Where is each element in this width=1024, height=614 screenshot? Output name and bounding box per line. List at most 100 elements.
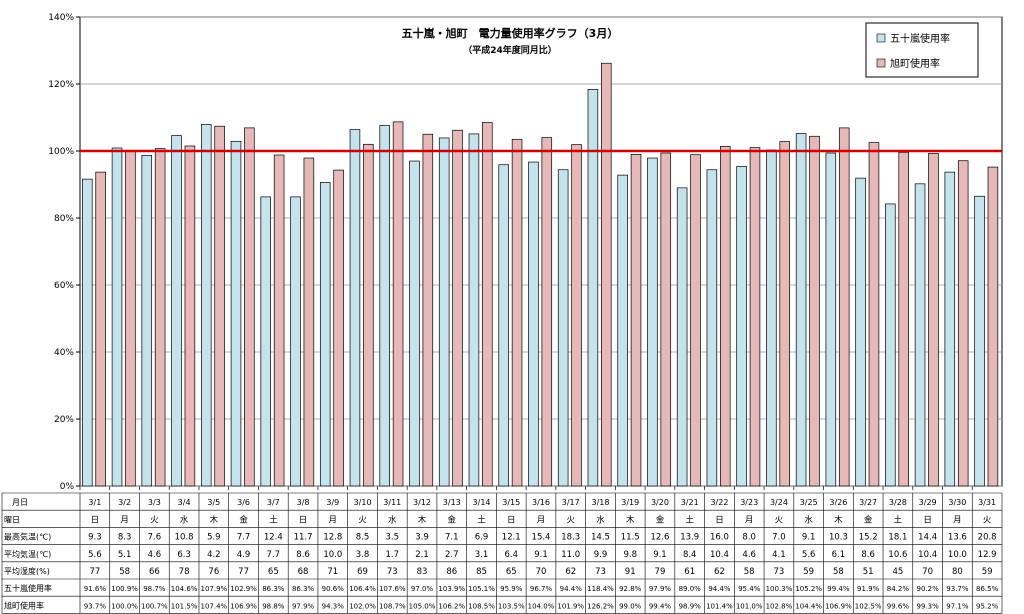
x-tick-label: 3/11 (383, 498, 401, 507)
table-cell: 80 (952, 567, 963, 577)
table-cell: 6.3 (177, 550, 191, 560)
bar-asahimachi (601, 62, 612, 487)
bar-asahimachi (154, 148, 166, 487)
x-tick-label: 3/27 (859, 498, 877, 507)
legend-swatch-2 (876, 58, 886, 68)
table-cell: 12.9 (978, 550, 997, 560)
table-cell: 97.1% (946, 602, 969, 610)
bar-asahimachi (333, 169, 344, 487)
bar-asahimachi (363, 143, 374, 487)
table-cell: 104.6% (171, 585, 198, 593)
table-cell: 106.2% (438, 602, 465, 610)
bar-igarashi (409, 160, 420, 487)
table-cell: 73 (774, 567, 785, 577)
table-cell: 91 (625, 567, 636, 577)
bar-asahimachi (184, 145, 196, 487)
bar-asahimachi (928, 152, 939, 487)
table-cell: 97.0% (411, 585, 434, 593)
table-cell: 木 (626, 514, 635, 525)
bar-igarashi (885, 203, 896, 487)
table-cell: 95.4% (738, 585, 761, 593)
bars (79, 62, 999, 490)
table-cell: 73 (595, 567, 606, 577)
table-cell: 土 (269, 514, 278, 525)
table-cell: 6.4 (504, 550, 518, 560)
bar-asahimachi (630, 154, 642, 487)
bar-asahimachi (660, 152, 672, 487)
table-cell: 5.6 (802, 550, 816, 560)
bar-igarashi (230, 140, 242, 487)
table-cell: 94.4% (560, 585, 583, 593)
bar-igarashi (498, 164, 509, 487)
table-cell: 90.2% (917, 585, 940, 593)
chart-subtitle: （平成24年度同月比） (463, 44, 557, 56)
table-cell: 金 (656, 514, 665, 525)
table-cell: 97.9% (649, 585, 672, 593)
x-tick-label: 3/2 (118, 498, 131, 507)
table-cell: 金 (448, 514, 457, 525)
bar-igarashi (974, 195, 985, 487)
bar-igarashi (914, 183, 926, 487)
bar-asahimachi (868, 142, 880, 487)
x-tick-label: 3/31 (978, 498, 996, 507)
bar-igarashi (766, 149, 777, 487)
bar-igarashi (349, 129, 361, 487)
table-cell: 104.0% (528, 602, 555, 610)
x-tick-label: 3/28 (889, 498, 907, 507)
bar-asahimachi (303, 157, 315, 487)
table-cell: 101.0% (736, 602, 763, 610)
table-cell: 105.1% (468, 585, 495, 593)
table-cell: 58 (744, 567, 755, 577)
table-cell: 62 (565, 567, 576, 577)
table-cell: 108.7% (379, 602, 406, 610)
table-cell: 8.4 (683, 550, 697, 560)
table-cell: 90.6% (322, 585, 345, 593)
x-tick-label: 3/12 (413, 498, 431, 507)
table-cell: 15.2 (859, 533, 878, 543)
table-cell: 95.2% (976, 602, 999, 610)
table-cell: 65 (268, 567, 279, 577)
table-cell: 11.7 (294, 533, 313, 543)
table-row-label: 最高気温(℃) (4, 532, 51, 542)
table-cell: 5.9 (207, 533, 221, 543)
table-cell: 8.5 (356, 533, 370, 543)
table-cell: 86.3% (292, 585, 315, 593)
table-cell: 4.9 (237, 550, 251, 560)
table-cell: 118.4% (587, 585, 614, 593)
table-cell: 94.4% (708, 585, 731, 593)
bar-igarashi (82, 178, 93, 487)
table-cell: 土 (685, 514, 694, 525)
table-cell: 10.8 (175, 533, 194, 543)
table-cell: 木 (418, 514, 427, 525)
bar-asahimachi (987, 166, 999, 487)
table-cell: 9.1 (653, 550, 667, 560)
x-tick-label: 3/19 (621, 498, 639, 507)
bar-igarashi (557, 169, 569, 487)
y-tick-label: 120% (48, 80, 74, 90)
table-cell: 9.1 (802, 533, 816, 543)
table-cell: 86.5% (976, 585, 999, 593)
table-cell: 101.4% (706, 602, 733, 610)
table-cell: 101.9% (557, 602, 584, 610)
table-cell: 7.7 (267, 550, 281, 560)
table-cell: 100.0% (111, 602, 138, 610)
table-cell: 94.3% (322, 602, 345, 610)
x-tick-label: 3/3 (148, 498, 161, 507)
table-cell: 10.4 (918, 550, 937, 560)
y-tick-label: 20% (54, 415, 74, 425)
bar-asahimachi (214, 125, 225, 487)
table-cell: 93.7% (946, 585, 969, 593)
table-cell: 105.0% (409, 602, 436, 610)
x-tick-label: 3/15 (502, 498, 520, 507)
table-row-label: 曜日 (4, 515, 20, 524)
table-cell: 日 (923, 515, 932, 525)
table-cell: 12.4 (264, 533, 283, 543)
x-tick-label: 3/20 (651, 498, 669, 507)
table-cell: 20.8 (978, 533, 997, 543)
bar-igarashi (379, 125, 390, 487)
y-tick-label: 140% (48, 13, 74, 23)
table-row-label: 平均気温(℃) (4, 549, 51, 559)
table-cell: 4.2 (207, 550, 221, 560)
table-cell: 11.5 (621, 533, 640, 543)
